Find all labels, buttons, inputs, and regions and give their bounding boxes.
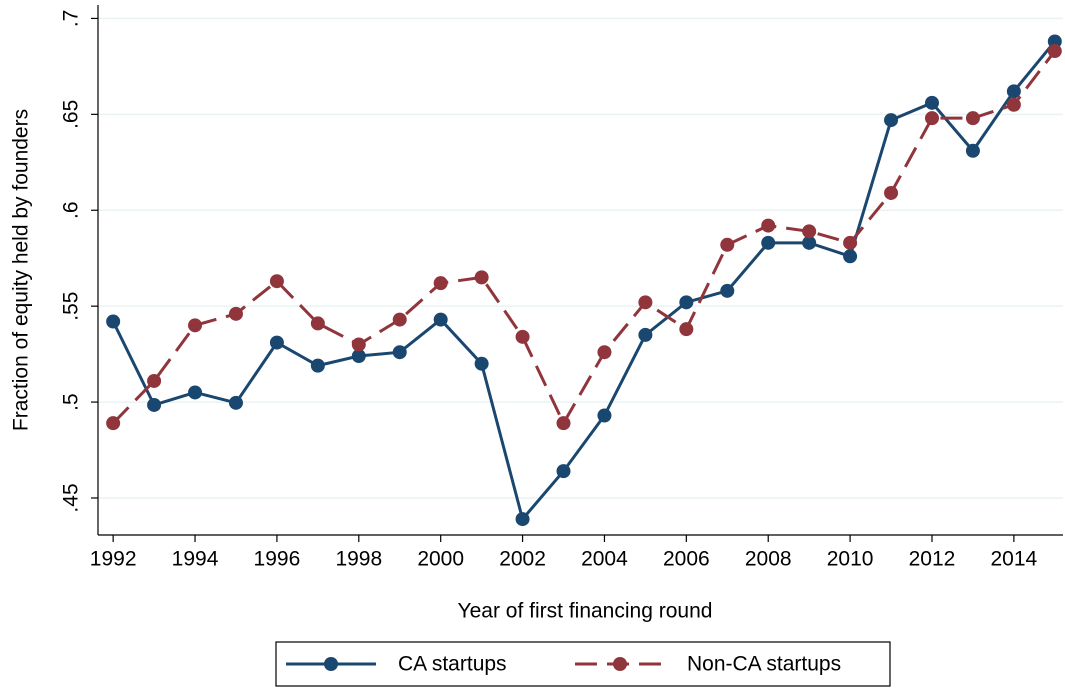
data-point <box>884 185 899 200</box>
data-point <box>188 385 203 400</box>
x-tick-label: 2004 <box>581 548 628 571</box>
data-point <box>802 235 817 250</box>
y-tick-label: .45 <box>60 483 83 512</box>
data-point <box>884 113 899 128</box>
data-point <box>433 276 448 291</box>
data-point <box>924 95 939 110</box>
data-point <box>761 235 776 250</box>
data-point <box>188 318 203 333</box>
y-axis-title: Fraction of equity held by founders <box>10 109 33 431</box>
x-tick-label: 1998 <box>335 548 382 571</box>
x-tick-label: 2006 <box>663 548 710 571</box>
data-point <box>474 356 489 371</box>
x-tick-label: 2014 <box>991 548 1038 571</box>
x-axis-title: Year of first financing round <box>458 600 713 623</box>
data-point <box>720 283 735 298</box>
y-tick-label: .55 <box>60 292 83 321</box>
x-tick-label: 2000 <box>417 548 464 571</box>
data-point <box>1047 44 1062 59</box>
data-point <box>351 337 366 352</box>
data-point <box>147 373 162 388</box>
data-point <box>1006 84 1021 99</box>
data-point <box>802 224 817 239</box>
data-point <box>310 358 325 373</box>
data-point <box>515 512 530 527</box>
x-tick-label: 1994 <box>172 548 219 571</box>
legend-marker <box>324 657 338 671</box>
data-point <box>556 416 571 431</box>
data-point <box>392 345 407 360</box>
data-point <box>679 322 694 337</box>
data-point <box>679 295 694 310</box>
data-point <box>392 312 407 327</box>
legend-marker <box>613 657 627 671</box>
data-point <box>1006 97 1021 112</box>
data-point <box>924 111 939 126</box>
data-point <box>843 235 858 250</box>
series-line <box>112 50 1057 427</box>
x-tick-label: 2008 <box>745 548 792 571</box>
data-point <box>228 395 243 410</box>
data-point <box>310 316 325 331</box>
data-point <box>597 408 612 423</box>
y-tick-label: .5 <box>60 393 83 411</box>
data-point <box>1047 34 1062 49</box>
x-tick-label: 2010 <box>827 548 874 571</box>
data-point <box>965 143 980 158</box>
data-point <box>638 295 653 310</box>
data-point <box>638 327 653 342</box>
data-point <box>106 314 121 329</box>
y-tick-label: .7 <box>60 10 83 28</box>
data-point <box>965 111 980 126</box>
data-point <box>515 329 530 344</box>
data-point <box>433 312 448 327</box>
data-point <box>761 218 776 233</box>
data-point <box>843 249 858 264</box>
data-point <box>228 306 243 321</box>
y-tick-label: .6 <box>60 201 83 219</box>
series-line <box>111 40 1056 523</box>
data-point <box>147 397 162 412</box>
data-point <box>269 335 284 350</box>
data-point <box>474 270 489 285</box>
legend-label: Non-CA startups <box>687 653 841 676</box>
x-tick-label: 1996 <box>254 548 301 571</box>
legend-label: CA startups <box>398 653 507 676</box>
x-tick-label: 1992 <box>90 548 137 571</box>
data-point <box>597 345 612 360</box>
data-point <box>269 274 284 289</box>
data-point <box>351 349 366 364</box>
data-point <box>720 237 735 252</box>
y-tick-label: .65 <box>60 100 83 129</box>
data-point <box>556 464 571 479</box>
x-tick-label: 2002 <box>499 548 546 571</box>
data-point <box>106 416 121 431</box>
x-tick-label: 2012 <box>909 548 956 571</box>
